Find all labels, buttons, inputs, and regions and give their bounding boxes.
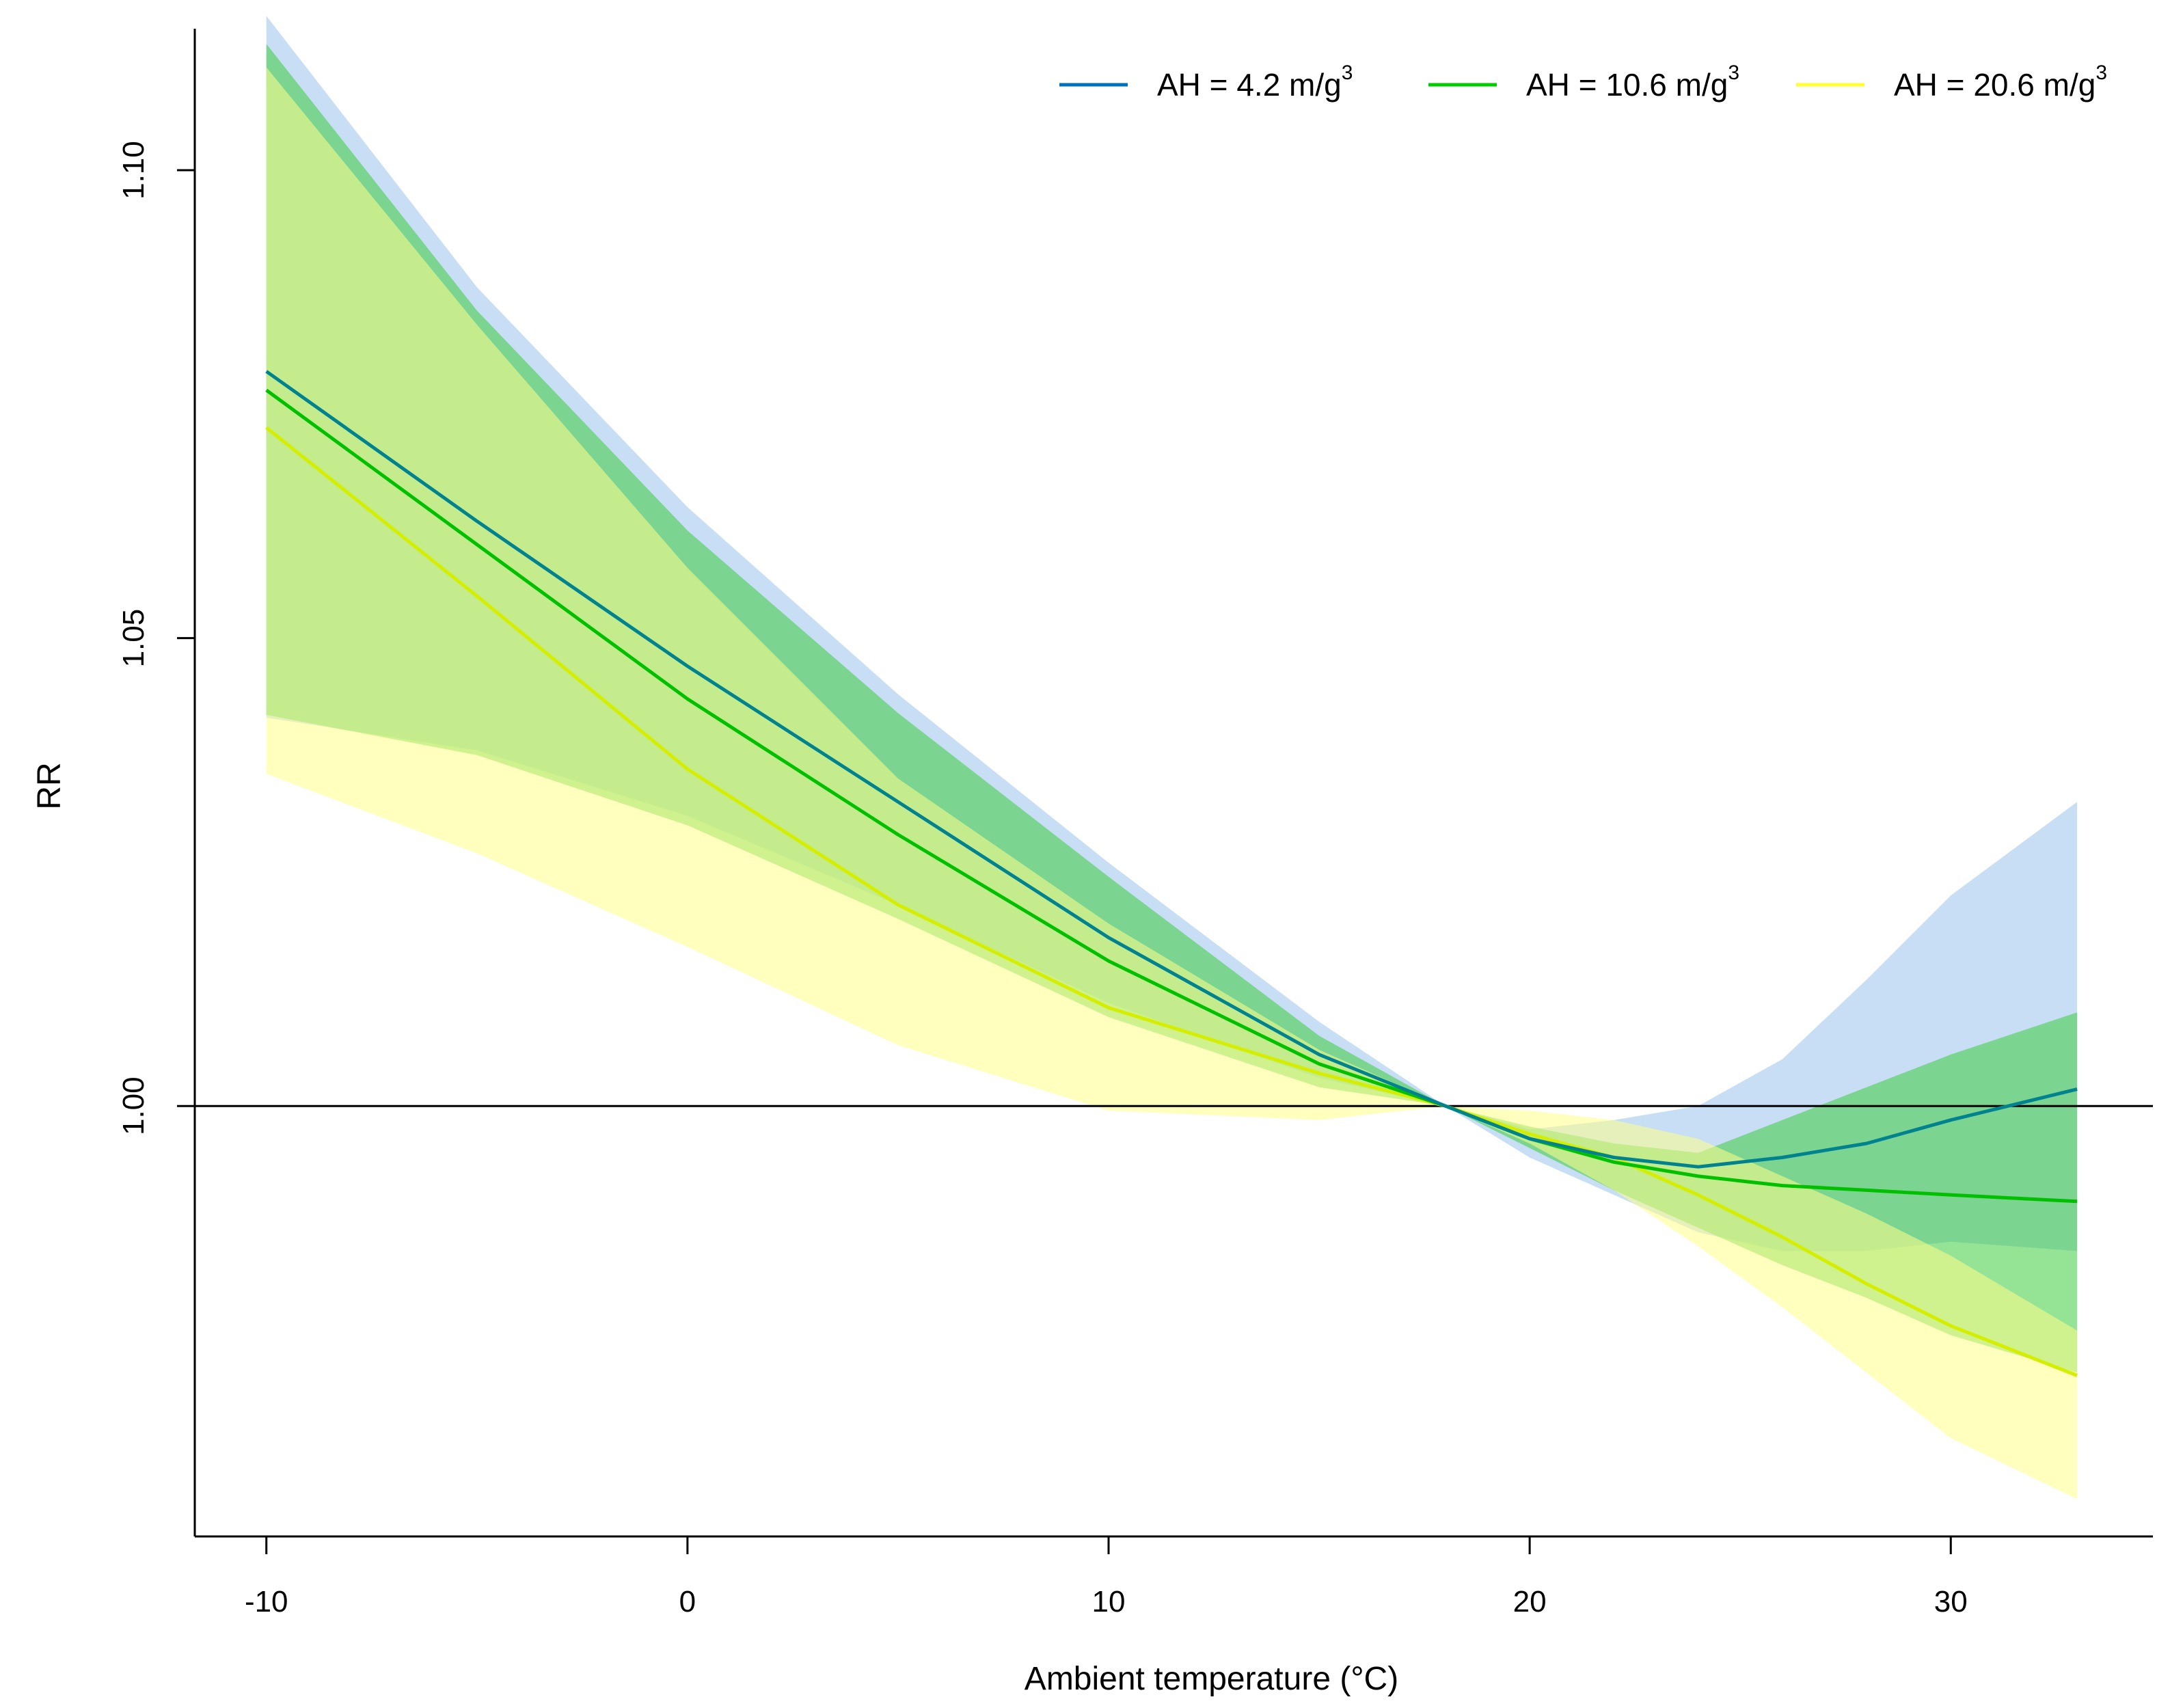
x-axis-ticks: -10 0 10 20 30 xyxy=(245,1536,1968,1618)
x-tick-label: 20 xyxy=(1513,1585,1547,1618)
x-tick-label: 10 xyxy=(1092,1585,1126,1618)
x-tick-label: 0 xyxy=(679,1585,696,1618)
legend-label-2: AH = 10.6 m/g3 xyxy=(1526,62,1739,103)
y-tick-label: 1.05 xyxy=(117,609,150,668)
series-lines xyxy=(265,370,2078,1377)
y-tick-label: 1.00 xyxy=(117,1076,150,1135)
y-axis-title: RR xyxy=(31,762,68,809)
legend: AH = 4.2 m/g3 AH = 10.6 m/g3 AH = 20.6 m/g… xyxy=(1059,62,2107,103)
y-tick-label: 1.10 xyxy=(117,141,150,200)
legend-label-3: AH = 20.6 m/g3 xyxy=(1894,62,2107,103)
series-line-3 xyxy=(265,426,2078,1377)
confidence-bands xyxy=(266,16,2078,1500)
confidence-band-3 xyxy=(266,67,2078,1500)
legend-label-1: AH = 4.2 m/g3 xyxy=(1157,62,1353,103)
x-tick-label: 30 xyxy=(1934,1585,1968,1618)
axes xyxy=(193,29,2153,1538)
series-line-1 xyxy=(265,370,2078,1169)
y-axis-ticks: 1.00 1.05 1.10 xyxy=(117,141,195,1135)
x-axis-title: Ambient temperature (°C) xyxy=(1025,1661,1398,1697)
x-tick-label: -10 xyxy=(245,1585,288,1618)
